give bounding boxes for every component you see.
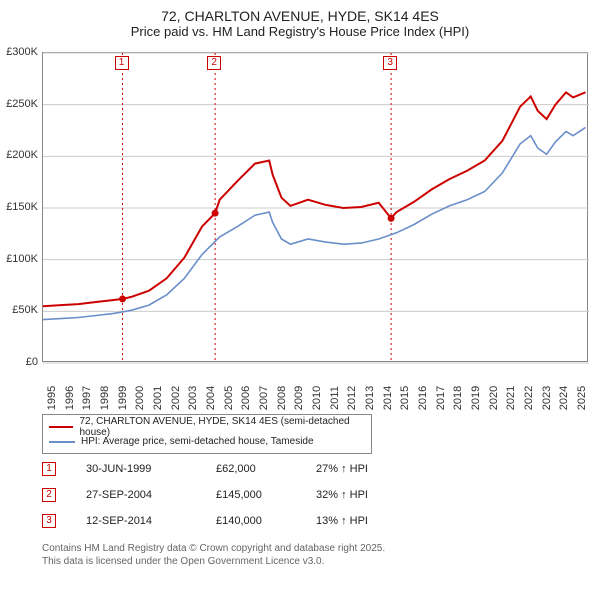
y-tick-label: £50K <box>12 304 38 316</box>
x-tick-label: 2023 <box>541 386 553 410</box>
x-tick-label: 2007 <box>258 386 270 410</box>
x-tick-label: 2010 <box>311 386 323 410</box>
x-tick-label: 2008 <box>276 386 288 410</box>
legend-swatch-hpi <box>49 441 75 443</box>
title-line1: 72, CHARLTON AVENUE, HYDE, SK14 4ES <box>10 8 590 24</box>
x-tick-label: 2018 <box>452 386 464 410</box>
x-tick-label: 2000 <box>134 386 146 410</box>
y-tick-label: £150K <box>6 201 38 213</box>
sales-table-row: 1 30-JUN-1999£62,00027% ↑ HPI <box>42 456 416 482</box>
sale-marker-box: 1 <box>115 56 129 70</box>
x-tick-label: 1996 <box>64 386 76 410</box>
sales-row-pct: 27% ↑ HPI <box>316 463 416 475</box>
title-block: 72, CHARLTON AVENUE, HYDE, SK14 4ES Pric… <box>0 0 600 43</box>
x-tick-label: 1999 <box>117 386 129 410</box>
x-tick-label: 2016 <box>417 386 429 410</box>
x-tick-label: 2003 <box>187 386 199 410</box>
x-tick-label: 2001 <box>152 386 164 410</box>
x-tick-label: 2009 <box>293 386 305 410</box>
x-tick-label: 1995 <box>46 386 58 410</box>
legend-swatch-price-paid <box>49 426 73 428</box>
x-tick-label: 2025 <box>576 386 588 410</box>
chart-container: 72, CHARLTON AVENUE, HYDE, SK14 4ES Pric… <box>0 0 600 590</box>
x-tick-label: 2014 <box>382 386 394 410</box>
sales-row-pct: 13% ↑ HPI <box>316 515 416 527</box>
sales-row-price: £145,000 <box>216 489 316 501</box>
legend-label-price-paid: 72, CHARLTON AVENUE, HYDE, SK14 4ES (sem… <box>79 416 365 438</box>
footer-line2: This data is licensed under the Open Gov… <box>42 555 385 568</box>
x-tick-label: 2022 <box>523 386 535 410</box>
sale-marker-box: 3 <box>383 56 397 70</box>
footer-line1: Contains HM Land Registry data © Crown c… <box>42 542 385 555</box>
x-tick-label: 1997 <box>81 386 93 410</box>
sales-row-date: 30-JUN-1999 <box>86 463 216 475</box>
x-tick-label: 2019 <box>470 386 482 410</box>
sales-row-marker: 1 <box>42 462 56 476</box>
x-tick-label: 2024 <box>558 386 570 410</box>
x-tick-label: 2005 <box>223 386 235 410</box>
title-line2: Price paid vs. HM Land Registry's House … <box>10 24 590 39</box>
x-tick-label: 2013 <box>364 386 376 410</box>
sales-table-row: 3 12-SEP-2014£140,00013% ↑ HPI <box>42 508 416 534</box>
x-tick-label: 2012 <box>346 386 358 410</box>
legend: 72, CHARLTON AVENUE, HYDE, SK14 4ES (sem… <box>42 414 372 454</box>
sales-table-row: 2 27-SEP-2004£145,00032% ↑ HPI <box>42 482 416 508</box>
legend-label-hpi: HPI: Average price, semi-detached house,… <box>81 436 314 447</box>
footer: Contains HM Land Registry data © Crown c… <box>42 542 385 568</box>
x-tick-label: 2006 <box>240 386 252 410</box>
y-tick-label: £250K <box>6 98 38 110</box>
x-tick-label: 2002 <box>170 386 182 410</box>
sales-row-date: 27-SEP-2004 <box>86 489 216 501</box>
y-tick-label: £0 <box>26 356 38 368</box>
chart-plot-area <box>42 52 588 362</box>
sales-row-marker: 3 <box>42 514 56 528</box>
x-tick-label: 2004 <box>205 386 217 410</box>
sales-row-pct: 32% ↑ HPI <box>316 489 416 501</box>
x-tick-label: 1998 <box>99 386 111 410</box>
x-tick-label: 2017 <box>435 386 447 410</box>
y-tick-label: £200K <box>6 149 38 161</box>
sales-row-date: 12-SEP-2014 <box>86 515 216 527</box>
y-tick-label: £100K <box>6 253 38 265</box>
x-tick-label: 2015 <box>399 386 411 410</box>
sales-row-price: £62,000 <box>216 463 316 475</box>
x-tick-label: 2020 <box>488 386 500 410</box>
sales-table: 1 30-JUN-1999£62,00027% ↑ HPI 2 27-SEP-2004… <box>42 456 416 534</box>
x-tick-label: 2021 <box>505 386 517 410</box>
y-tick-label: £300K <box>6 46 38 58</box>
sales-row-price: £140,000 <box>216 515 316 527</box>
sales-row-marker: 2 <box>42 488 56 502</box>
sale-marker-box: 2 <box>207 56 221 70</box>
x-tick-label: 2011 <box>329 386 341 410</box>
legend-row-price-paid: 72, CHARLTON AVENUE, HYDE, SK14 4ES (sem… <box>49 419 365 434</box>
chart-svg <box>43 53 589 363</box>
